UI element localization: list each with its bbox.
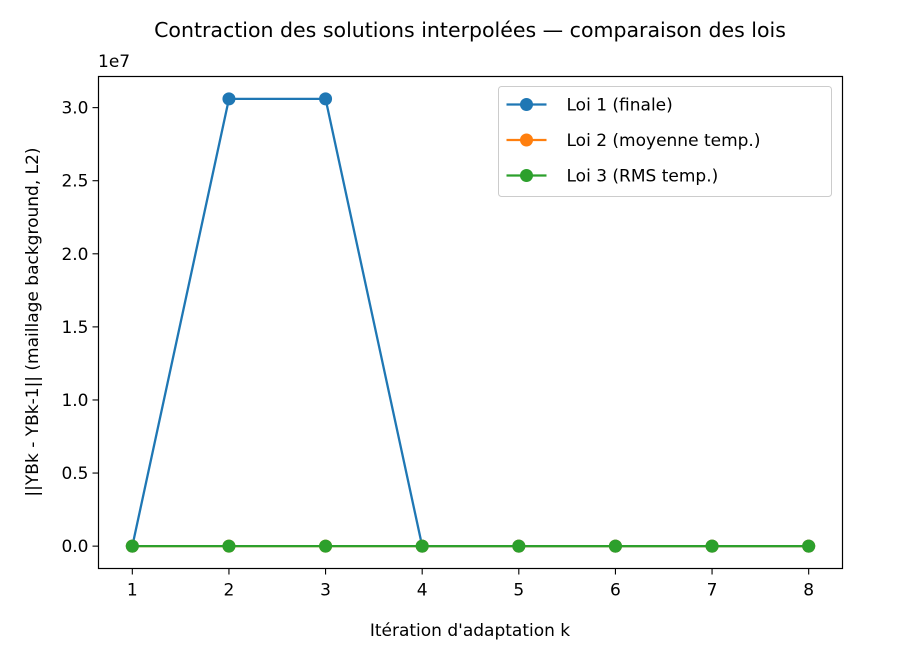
ticks-layer: 1 2 3 4 5 6 7 8 0.0 0.5 1.0 1.5 2.0 2.5 3.0	[61, 99, 814, 601]
x-axis-label: Itération d'adaptation k	[370, 621, 570, 641]
data-point	[802, 539, 816, 553]
legend-item: Loi 2 (moyenne temp.)	[506, 131, 761, 151]
legend-label: Loi 3 (RMS temp.)	[567, 167, 719, 187]
data-point	[512, 539, 526, 553]
data-point	[319, 92, 333, 106]
y-tick-label: 1.5	[61, 318, 88, 338]
y-tick-label: 2.5	[61, 172, 88, 192]
y-tick-label: 3.0	[61, 99, 88, 119]
legend-label: Loi 2 (moyenne temp.)	[567, 131, 761, 151]
x-tick-label: 3	[320, 581, 331, 601]
data-point	[608, 539, 622, 553]
legend-marker	[520, 98, 533, 111]
data-point	[705, 539, 719, 553]
data-point	[319, 539, 333, 553]
legend-item: Loi 1 (finale)	[506, 96, 673, 116]
legend-box	[498, 86, 832, 197]
legend-item: Loi 3 (RMS temp.)	[506, 167, 719, 187]
legend-marker	[520, 133, 533, 147]
x-tick-label: 4	[417, 581, 428, 601]
legend: Loi 1 (finale) Loi 2 (moyenne temp.) Loi 3…	[498, 86, 832, 197]
y-axis-label: ||YBk - YBk-1|| (maillage background, L2…	[23, 147, 43, 496]
series-layer	[125, 92, 816, 553]
x-tick-label: 2	[224, 581, 235, 601]
x-tick-label: 8	[803, 581, 814, 601]
y-tick-label: 0.5	[61, 464, 88, 484]
data-point	[415, 539, 429, 553]
chart-title: Contraction des solutions interpolées — …	[154, 18, 786, 42]
data-point	[125, 539, 139, 553]
x-tick-label: 5	[513, 581, 524, 601]
y-tick-label: 2.0	[61, 245, 88, 265]
data-point	[222, 539, 236, 553]
legend-marker	[520, 169, 533, 182]
data-point	[222, 92, 236, 106]
y-tick-label: 0.0	[61, 537, 88, 557]
y-offset-text: 1e7	[98, 52, 130, 72]
y-tick-label: 1.0	[61, 391, 88, 411]
legend-label: Loi 1 (finale)	[567, 96, 673, 116]
x-tick-label: 1	[127, 581, 138, 601]
x-tick-label: 6	[610, 581, 621, 601]
plot-frame	[97, 75, 844, 570]
x-tick-label: 7	[707, 581, 718, 601]
series-3	[125, 539, 816, 553]
